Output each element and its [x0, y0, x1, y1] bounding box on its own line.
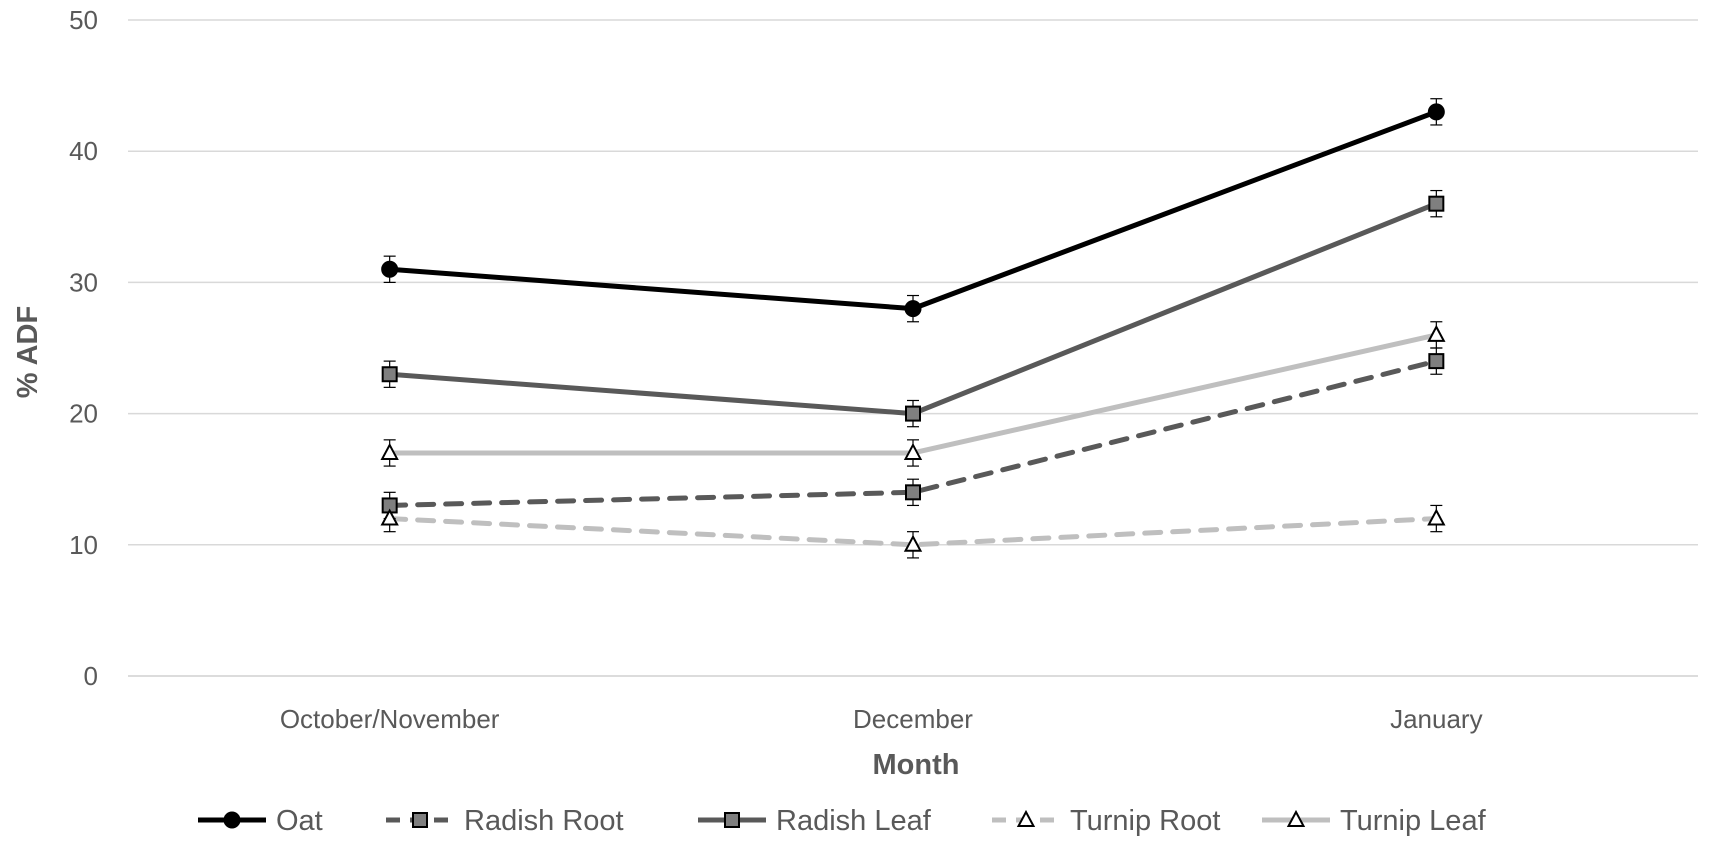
legend-label: Radish Root — [464, 805, 624, 837]
legend-marker — [1016, 809, 1036, 827]
y-tick-label: 20 — [69, 399, 98, 429]
data-point — [905, 405, 921, 422]
series-line — [387, 516, 1439, 548]
legend-marker — [223, 811, 241, 829]
legend-label: Oat — [276, 805, 323, 837]
data-point — [1428, 195, 1445, 212]
data-point — [1428, 353, 1445, 370]
data-point — [905, 484, 921, 501]
data-point — [904, 300, 922, 318]
x-tick-label: October/November — [280, 704, 500, 734]
x-axis-ticks: October/November December January — [280, 704, 1483, 734]
legend-marker — [412, 812, 428, 828]
data-point — [1427, 103, 1445, 121]
y-axis-title: % ADF — [12, 306, 44, 398]
data-point — [903, 442, 923, 460]
legend-label: Radish Leaf — [776, 805, 932, 837]
data-point — [1427, 508, 1446, 526]
series-line — [387, 332, 1439, 456]
y-tick-label: 0 — [84, 661, 98, 691]
data-point — [380, 508, 399, 526]
legend-label: Turnip Leaf — [1340, 805, 1487, 837]
series-line — [387, 358, 1439, 508]
legend: Oat Radish Root Radish Leaf Turnip Root Turn… — [198, 805, 1487, 837]
legend-label: Turnip Root — [1070, 805, 1220, 837]
x-tick-label: January — [1390, 704, 1483, 734]
data-point — [381, 260, 399, 278]
y-axis-ticks: 0 10 20 30 40 50 — [69, 5, 98, 691]
data-point — [1427, 324, 1446, 342]
data-point — [903, 534, 923, 552]
data-point — [380, 442, 399, 460]
x-tick-label: December — [853, 704, 973, 734]
series-lines — [380, 98, 1446, 559]
series-line — [387, 109, 1439, 312]
y-tick-label: 30 — [69, 267, 98, 297]
data-point — [381, 366, 398, 383]
y-tick-label: 10 — [69, 530, 98, 560]
y-tick-label: 50 — [69, 5, 98, 35]
gridlines — [128, 19, 1698, 677]
legend-marker — [1286, 809, 1306, 827]
y-tick-label: 40 — [69, 136, 98, 166]
legend-marker — [724, 812, 740, 828]
x-axis-title: Month — [873, 749, 960, 781]
